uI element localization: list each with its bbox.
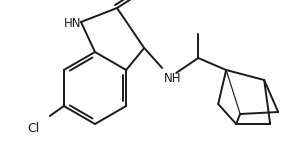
Text: NH: NH: [163, 71, 181, 85]
Text: Cl: Cl: [28, 123, 40, 136]
Text: HN: HN: [64, 16, 82, 29]
